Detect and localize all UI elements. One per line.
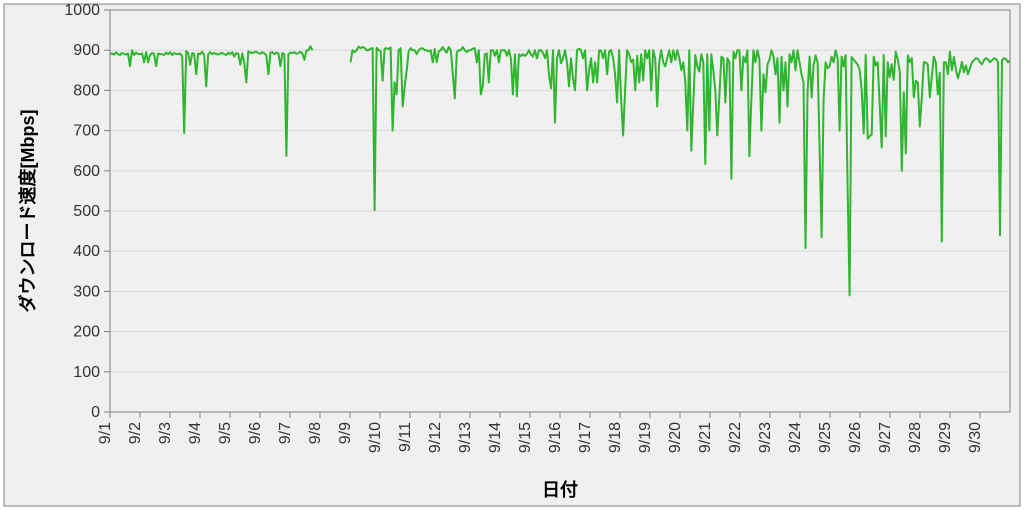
y-tick-label: 1000 bbox=[64, 2, 100, 19]
y-axis-label: ダウンロード速度[Mbps] bbox=[17, 110, 38, 313]
x-tick-label: 9/3 bbox=[157, 422, 174, 444]
x-tick-label: 9/9 bbox=[337, 422, 354, 444]
x-axis-label: 日付 bbox=[542, 479, 578, 500]
y-tick-label: 800 bbox=[73, 82, 100, 99]
y-tick-label: 700 bbox=[73, 123, 100, 140]
y-tick-label: 100 bbox=[73, 364, 100, 381]
x-tick-label: 9/29 bbox=[937, 422, 954, 453]
x-tick-label: 9/14 bbox=[487, 422, 504, 453]
x-tick-label: 9/5 bbox=[217, 422, 234, 444]
x-tick-label: 9/7 bbox=[277, 422, 294, 444]
x-tick-label: 9/21 bbox=[697, 422, 714, 453]
x-tick-label: 9/28 bbox=[907, 422, 924, 453]
x-tick-label: 9/15 bbox=[517, 422, 534, 453]
y-tick-label: 500 bbox=[73, 203, 100, 220]
x-tick-label: 9/13 bbox=[457, 422, 474, 453]
x-tick-label: 9/22 bbox=[727, 422, 744, 453]
y-tick-label: 400 bbox=[73, 243, 100, 260]
x-tick-label: 9/6 bbox=[247, 422, 264, 444]
x-tick-label: 9/19 bbox=[637, 422, 654, 453]
y-tick-label: 600 bbox=[73, 163, 100, 180]
x-tick-label: 9/1 bbox=[97, 422, 114, 444]
x-tick-label: 9/26 bbox=[847, 422, 864, 453]
y-tick-label: 300 bbox=[73, 283, 100, 300]
x-tick-label: 9/27 bbox=[877, 422, 894, 453]
x-tick-label: 9/2 bbox=[127, 422, 144, 444]
chart-container: 0 100 200 300 400 500 600 700 800 900 1000 9/1 9/2 9/… bbox=[0, 0, 1024, 510]
x-tick-label: 9/30 bbox=[967, 422, 984, 453]
x-tick-label: 9/11 bbox=[397, 422, 414, 452]
x-tick-label: 9/18 bbox=[607, 422, 624, 453]
x-tick-label: 9/20 bbox=[667, 422, 684, 453]
x-tick-label: 9/24 bbox=[787, 422, 804, 453]
x-tick-label: 9/16 bbox=[547, 422, 564, 453]
x-tick-label: 9/25 bbox=[817, 422, 834, 453]
y-tick-label: 0 bbox=[91, 404, 100, 421]
download-speed-chart: 0 100 200 300 400 500 600 700 800 900 1000 9/1 9/2 9/… bbox=[0, 0, 1024, 510]
x-tick-label: 9/12 bbox=[427, 422, 444, 453]
x-tick-label: 9/23 bbox=[757, 422, 774, 453]
x-tick-label: 9/4 bbox=[187, 422, 204, 444]
y-tick-label: 900 bbox=[73, 42, 100, 59]
x-tick-label: 9/17 bbox=[577, 422, 594, 453]
y-tick-label: 200 bbox=[73, 324, 100, 341]
x-tick-label: 9/10 bbox=[367, 422, 384, 453]
x-tick-label: 9/8 bbox=[307, 422, 324, 444]
